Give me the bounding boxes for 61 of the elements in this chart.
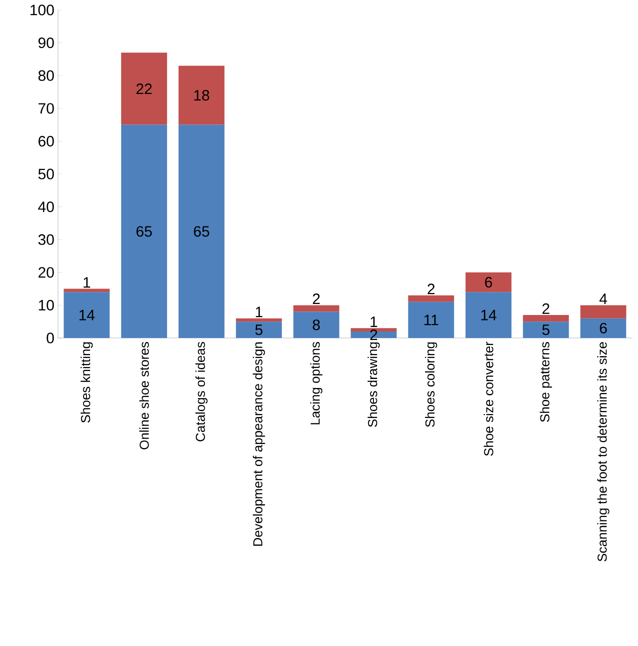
data-label: 1 — [370, 316, 378, 327]
y-tick-label: 10 — [38, 300, 54, 311]
bar — [522, 315, 569, 322]
y-tick-label: 40 — [38, 201, 54, 212]
x-tick-label: Shoes drawing — [368, 342, 380, 427]
y-tick-label: 60 — [38, 136, 54, 147]
x-tick-label: Online shoe stores — [139, 342, 149, 450]
x-tick-label: Lacing options — [310, 342, 322, 424]
bar — [466, 272, 512, 292]
data-label: 14 — [481, 310, 496, 320]
bar — [350, 328, 397, 332]
y-tick-label: 80 — [38, 70, 54, 81]
bar — [64, 292, 110, 338]
x-tick-label: Shoes coloring — [425, 342, 438, 427]
x-tick-label: Development of appearance design — [252, 342, 265, 546]
bar — [121, 52, 168, 125]
x-tick-label: Catalogs of ideas — [195, 342, 208, 442]
y-tick-label: 50 — [38, 168, 54, 180]
x-tick-label: Shoe patterns — [540, 342, 552, 422]
data-label: 4 — [599, 294, 608, 304]
bar — [236, 318, 282, 322]
y-tick-label: 90 — [38, 37, 54, 48]
data-label: 65 — [194, 226, 210, 237]
y-tick-label: 70 — [38, 103, 54, 114]
data-label: 1 — [256, 306, 262, 318]
bar — [178, 66, 224, 125]
bar — [580, 318, 626, 338]
data-label: 65 — [136, 226, 152, 237]
bar — [64, 288, 110, 292]
bar — [408, 295, 454, 302]
bar — [580, 305, 626, 318]
x-tick-label: Scanning the foot to determine its size — [597, 342, 610, 562]
data-label: 8 — [312, 320, 320, 330]
data-label: 22 — [136, 83, 152, 94]
data-label: 1 — [84, 277, 90, 288]
bar — [408, 302, 454, 338]
bar — [178, 124, 224, 338]
y-tick-label: 100 — [30, 4, 54, 16]
bar — [522, 322, 569, 338]
x-tick-label: Shoes knitting — [80, 342, 93, 423]
bar — [293, 305, 340, 312]
data-label: 6 — [600, 322, 607, 334]
data-label: 5 — [542, 324, 550, 336]
y-tick-label: 0 — [46, 332, 54, 344]
data-label: 2 — [542, 303, 550, 314]
data-label: 5 — [255, 324, 262, 336]
bar — [236, 322, 282, 338]
bar — [293, 312, 340, 338]
data-label: 6 — [485, 276, 492, 288]
y-tick-label: 20 — [38, 267, 54, 278]
x-tick-label: Shoe size converter — [484, 342, 494, 456]
data-label: 11 — [424, 314, 438, 326]
data-label: 2 — [312, 294, 320, 304]
bar — [350, 331, 397, 338]
data-label: 2 — [370, 329, 378, 340]
y-tick-label: 30 — [38, 234, 54, 245]
bar — [466, 292, 512, 338]
data-label: 2 — [428, 284, 435, 294]
data-label: 18 — [194, 90, 210, 101]
bar — [121, 124, 168, 338]
data-label: 14 — [80, 310, 95, 320]
